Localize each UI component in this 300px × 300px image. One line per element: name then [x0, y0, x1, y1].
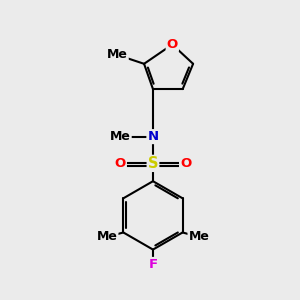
Text: O: O	[180, 157, 191, 170]
Text: Me: Me	[107, 48, 128, 62]
Text: F: F	[148, 258, 158, 271]
Text: Me: Me	[110, 130, 131, 143]
Text: Me: Me	[97, 230, 118, 243]
Text: S: S	[148, 156, 158, 171]
Text: Me: Me	[188, 230, 209, 243]
Text: N: N	[147, 130, 158, 143]
Text: O: O	[115, 157, 126, 170]
Text: O: O	[167, 38, 178, 51]
